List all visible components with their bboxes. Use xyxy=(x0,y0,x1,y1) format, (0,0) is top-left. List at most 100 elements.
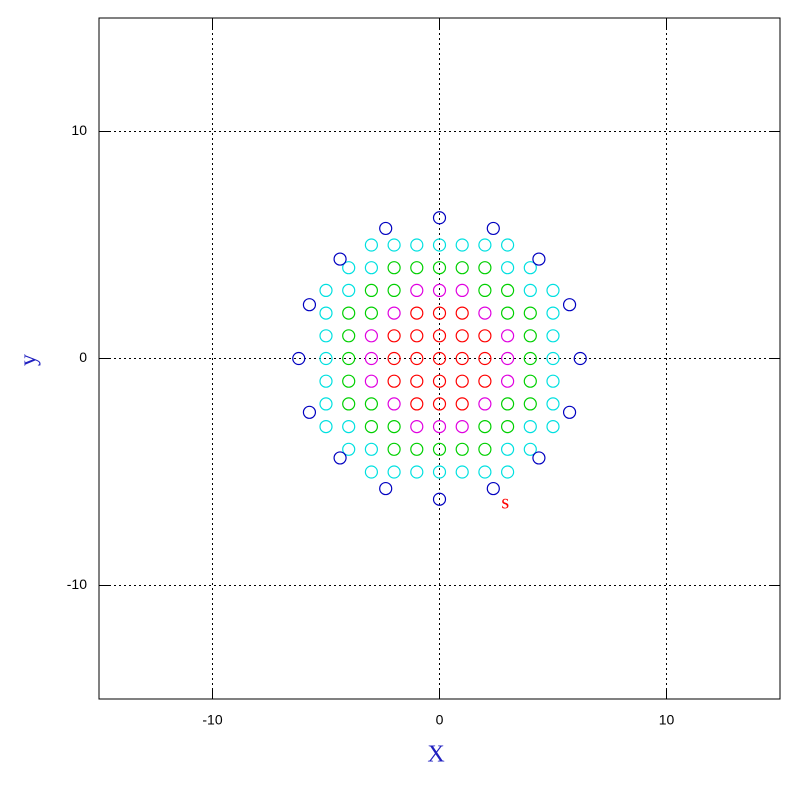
scatter-point xyxy=(387,420,401,434)
scatter-point xyxy=(432,238,447,252)
scatter-point xyxy=(342,261,356,275)
scatter-point xyxy=(319,420,333,434)
scatter-point xyxy=(379,481,393,496)
scatter-point xyxy=(432,329,447,343)
scatter-point xyxy=(478,238,492,252)
scatter-point xyxy=(501,283,515,297)
scatter-point xyxy=(455,238,469,252)
scatter-point xyxy=(410,238,424,252)
x-tick-label: 0 xyxy=(436,712,444,728)
scatter-point xyxy=(455,283,469,297)
scatter-point xyxy=(523,329,537,343)
scatter-point xyxy=(455,442,469,456)
scatter-point xyxy=(501,261,515,275)
scatter-point xyxy=(387,329,401,343)
scatter-point xyxy=(333,252,347,266)
scatter-point xyxy=(364,351,378,366)
scatter-point xyxy=(364,238,378,252)
scatter-point xyxy=(478,465,492,479)
scatter-point xyxy=(387,374,401,388)
scatter-point xyxy=(342,420,356,434)
scatter-point xyxy=(546,397,560,411)
scatter-point xyxy=(432,283,447,297)
scatter-point xyxy=(364,306,378,320)
scatter-point xyxy=(387,238,401,252)
scatter-point xyxy=(546,283,560,297)
scatter-point xyxy=(501,465,515,479)
scatter-point xyxy=(410,261,424,275)
scatter-point xyxy=(364,465,378,479)
scatter-point xyxy=(478,261,492,275)
scatter-point xyxy=(379,221,393,236)
scatter-point xyxy=(364,261,378,275)
scatter-point xyxy=(342,306,356,320)
scatter-point xyxy=(501,442,515,456)
scatter-point xyxy=(302,405,317,419)
scatter-point xyxy=(364,420,378,434)
scatter-point xyxy=(364,397,378,411)
scatter-point xyxy=(432,465,447,479)
scatter-point xyxy=(562,405,577,419)
scatter-point xyxy=(319,397,333,411)
scatter-point xyxy=(523,261,537,275)
scatter-point xyxy=(478,397,492,411)
scatter-point xyxy=(455,351,469,366)
scatter-point xyxy=(455,261,469,275)
scatter-point xyxy=(319,351,333,366)
scatter-point xyxy=(546,420,560,434)
scatter-point xyxy=(478,442,492,456)
scatter-point xyxy=(319,374,333,388)
scatter-point xyxy=(387,351,401,366)
scatter-point xyxy=(387,397,401,411)
scatter-point xyxy=(546,306,560,320)
scatter-point xyxy=(432,261,447,275)
scatter-point xyxy=(455,465,469,479)
scatter-point xyxy=(410,374,424,388)
scatter-point xyxy=(501,351,515,366)
scatter-point xyxy=(523,351,537,366)
scatter-point xyxy=(387,306,401,320)
scatter-point xyxy=(302,298,317,312)
scatter-point xyxy=(410,397,424,411)
scatter-point xyxy=(523,374,537,388)
scatter-point xyxy=(523,442,537,456)
scatter-point xyxy=(432,374,447,388)
scatter-point xyxy=(342,329,356,343)
x-tick-label: -10 xyxy=(202,712,222,728)
scatter-point xyxy=(410,283,424,297)
x-tick-label: 10 xyxy=(659,712,675,728)
scatter-point xyxy=(319,306,333,320)
scatter-point xyxy=(410,442,424,456)
scatter-point xyxy=(410,351,424,366)
scatter-point xyxy=(364,374,378,388)
annotation: s xyxy=(501,491,509,513)
scatter-point xyxy=(532,451,546,465)
scatter-point xyxy=(501,329,515,343)
scatter-point xyxy=(546,351,560,366)
scatter-point xyxy=(455,306,469,320)
scatter-point xyxy=(432,306,447,320)
scatter-point xyxy=(562,298,577,312)
scatter-point xyxy=(523,420,537,434)
scatter-point xyxy=(387,283,401,297)
scatter-point xyxy=(387,261,401,275)
scatter-point xyxy=(546,374,560,388)
x-axis-label: X xyxy=(427,742,444,768)
scatter-point xyxy=(364,283,378,297)
scatter-point xyxy=(501,238,515,252)
scatter-point xyxy=(342,374,356,388)
scatter-point xyxy=(410,465,424,479)
scatter-point xyxy=(364,442,378,456)
scatter-point xyxy=(319,283,333,297)
scatter-point xyxy=(342,283,356,297)
scatter-point xyxy=(501,397,515,411)
scatter-point xyxy=(486,481,500,496)
scatter-point xyxy=(342,351,356,366)
scatter-point xyxy=(387,442,401,456)
scatter-point xyxy=(292,351,306,366)
scatter-point xyxy=(455,420,469,434)
scatter-point xyxy=(364,329,378,343)
scatter-point xyxy=(432,351,447,366)
scatter-point xyxy=(455,374,469,388)
